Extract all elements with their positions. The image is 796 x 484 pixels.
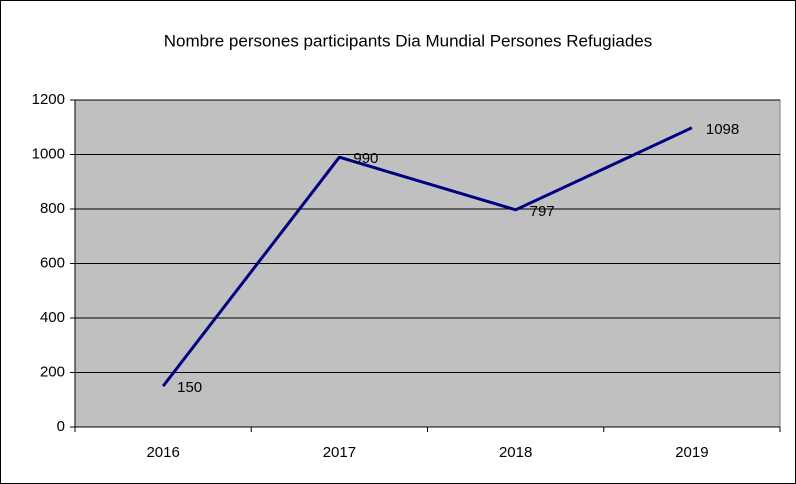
data-label: 150 bbox=[177, 379, 202, 396]
y-tick-label: 1000 bbox=[32, 145, 65, 162]
x-tick-label: 2016 bbox=[146, 444, 179, 461]
data-label: 797 bbox=[530, 203, 555, 220]
y-tick-label: 400 bbox=[40, 309, 65, 326]
x-tick-label: 2017 bbox=[323, 444, 356, 461]
data-label: 990 bbox=[353, 150, 378, 167]
chart-title: Nombre persones participants Dia Mundial… bbox=[164, 31, 653, 50]
y-tick-label: 600 bbox=[40, 254, 65, 271]
y-tick-label: 800 bbox=[40, 200, 65, 217]
y-tick-label: 0 bbox=[57, 418, 65, 435]
y-tick-label: 200 bbox=[40, 363, 65, 380]
data-label: 1098 bbox=[706, 121, 739, 138]
x-tick-label: 2019 bbox=[675, 444, 708, 461]
x-tick-label: 2018 bbox=[499, 444, 532, 461]
y-tick-label: 1200 bbox=[32, 91, 65, 108]
line-series bbox=[161, 126, 693, 388]
